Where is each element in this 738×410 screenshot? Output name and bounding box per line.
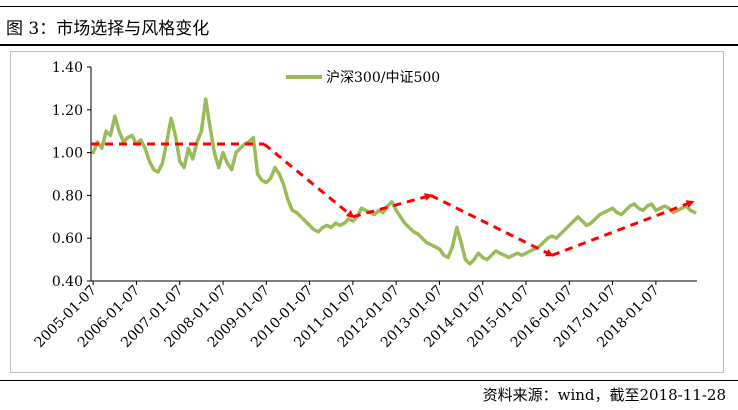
y-tick-label: 1.40 bbox=[52, 60, 83, 76]
bottom-rule bbox=[0, 380, 738, 381]
trend-arrow-segment bbox=[352, 193, 433, 219]
trend-arrow-segment bbox=[430, 194, 554, 257]
trend-arrows bbox=[91, 142, 695, 257]
source-note: 资料来源：wind，截至2018-11-28 bbox=[482, 386, 726, 404]
series-line bbox=[91, 97, 697, 266]
line-chart: 1.401.201.000.800.600.402005-01-072006-0… bbox=[32, 60, 697, 351]
series-layer bbox=[91, 97, 697, 266]
figure-title: 图 3：市场选择与风格变化 bbox=[6, 19, 210, 39]
legend: 沪深300/中证500 bbox=[286, 70, 440, 86]
trend-arrow-segment bbox=[263, 142, 355, 219]
trend-arrow-segment bbox=[551, 200, 695, 257]
top-rule bbox=[0, 6, 738, 7]
y-tick-label: 1.20 bbox=[52, 103, 83, 119]
y-tick-label: 1.00 bbox=[52, 146, 83, 162]
y-tick-label: 0.80 bbox=[52, 188, 83, 204]
axes: 1.401.201.000.800.600.402005-01-072006-0… bbox=[32, 60, 697, 351]
y-tick-label: 0.60 bbox=[52, 231, 83, 247]
y-tick-label: 0.40 bbox=[52, 274, 83, 290]
title-rule bbox=[0, 44, 738, 46]
legend-label: 沪深300/中证500 bbox=[326, 70, 440, 86]
chart-frame: 1.40 1.20 1.00 0.80 0.60 0.40 2005-01-07 2006-0… bbox=[10, 51, 724, 373]
